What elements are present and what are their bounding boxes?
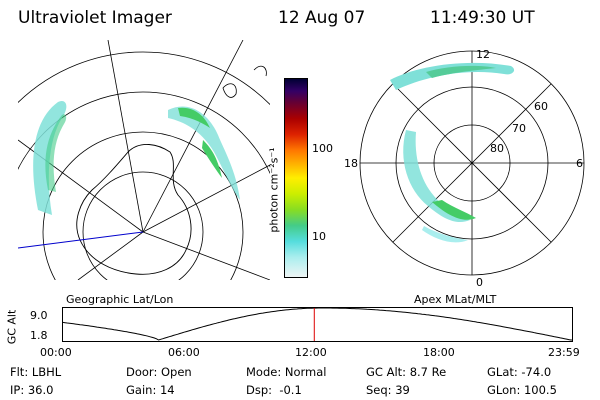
- colorbar-tick-10: 10: [312, 230, 326, 243]
- lat-label-80: 80: [490, 142, 504, 155]
- altitude-plot: [62, 307, 573, 342]
- mlt-label-6: 6: [576, 157, 583, 170]
- xtick-0000: 00:00: [40, 346, 72, 359]
- time-label: 11:49:30 UT: [430, 8, 535, 28]
- altitude-ymax: 9.0: [30, 309, 48, 322]
- colorbar-label: photon cm⁻²s⁻¹: [267, 147, 281, 233]
- glon-info: GLon: 100.5: [487, 383, 557, 397]
- aurora-emission-right: [390, 62, 515, 243]
- door-info: Door: Open: [126, 365, 192, 379]
- xtick-1800: 18:00: [423, 346, 455, 359]
- ip-info: IP: 36.0: [10, 383, 54, 397]
- geographic-panel-label: Geographic Lat/Lon: [66, 293, 174, 306]
- colorbar: [284, 78, 308, 278]
- altitude-ylabel: GC Alt: [5, 309, 19, 345]
- altitude-curve: [62, 307, 573, 341]
- aurora-emission-left: [33, 100, 240, 215]
- lat-label-70: 70: [512, 122, 526, 135]
- gcalt-info: GC Alt: 8.7 Re: [366, 365, 447, 379]
- glat-info: GLat: -74.0: [487, 365, 552, 379]
- mlt-label-0: 0: [476, 276, 483, 289]
- colorbar-tick-100: 100: [312, 142, 333, 155]
- xtick-1200: 12:00: [295, 346, 327, 359]
- magnetic-polar-plot: 12 0 18 6 60 70 80: [344, 48, 585, 289]
- xtick-0600: 06:00: [168, 346, 200, 359]
- dsp-info: Dsp: -0.1: [246, 383, 302, 397]
- mlt-label-12: 12: [476, 48, 490, 61]
- date-label: 12 Aug 07: [278, 8, 366, 28]
- lat-label-60: 60: [534, 100, 548, 113]
- instrument-title: Ultraviolet Imager: [18, 8, 172, 28]
- altitude-ymin: 1.8: [30, 329, 48, 342]
- mode-info: Mode: Normal: [246, 365, 327, 379]
- filter-info: Flt: LBHL: [10, 365, 62, 379]
- magnetic-panel-label: Apex MLat/MLT: [414, 293, 497, 306]
- geographic-image-panel: [18, 40, 270, 280]
- gain-info: Gain: 14: [126, 383, 175, 397]
- antarctica-outline: [76, 144, 192, 275]
- xtick-2359: 23:59: [548, 346, 580, 359]
- seq-info: Seq: 39: [366, 383, 410, 397]
- mlt-label-18: 18: [344, 157, 358, 170]
